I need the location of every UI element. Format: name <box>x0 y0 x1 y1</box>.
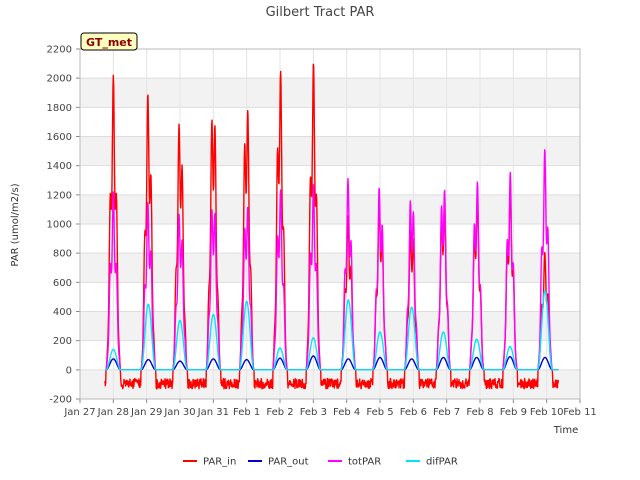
x-tick-labels: Jan 27 Jan 28 Jan 29 Jan 30 Jan 31 Feb 1 Feb 2… <box>63 407 596 418</box>
legend-item-totpar: totPAR <box>328 457 381 468</box>
legend-label: PAR_in <box>203 457 236 468</box>
chart-title: Gilbert Tract PAR <box>266 5 375 20</box>
x-tick-label: Feb 1 <box>233 407 260 418</box>
x-tick-label: Jan 30 <box>163 407 195 418</box>
x-tick-label: Feb 11 <box>563 407 597 418</box>
y-tick-label: 2200 <box>47 45 72 56</box>
x-tick-label: Jan 29 <box>130 407 162 418</box>
x-tick-label: Feb 3 <box>300 407 327 418</box>
x-tick-label: Feb 5 <box>366 407 393 418</box>
legend-label: totPAR <box>348 457 381 468</box>
y-tick-labels: -200 0 200 400 600 800 1000 1200 1400 1600 1800 200… <box>47 45 72 406</box>
x-tick-label: Feb 7 <box>433 407 460 418</box>
y-tick-label: 600 <box>53 278 72 289</box>
series-line-difpar <box>104 290 559 371</box>
x-tick-label: Feb 4 <box>333 407 360 418</box>
y-axis-title: PAR (umol/m2/s) <box>10 183 21 266</box>
y-tick-label: 2000 <box>47 74 72 85</box>
x-axis-title: Time <box>553 425 578 436</box>
x-tick-label: Feb 8 <box>466 407 493 418</box>
x-tick-label: Feb 9 <box>500 407 527 418</box>
plot-band <box>80 136 580 166</box>
y-tick-label: 1800 <box>47 103 72 114</box>
plot-band <box>80 311 580 341</box>
legend-item-difpar: difPAR <box>406 457 458 468</box>
legend-item-par-in: PAR_in <box>183 457 236 468</box>
legend-label: PAR_out <box>268 457 309 468</box>
legend-item-par-out: PAR_out <box>248 457 309 468</box>
x-tick-label: Jan 31 <box>197 407 229 418</box>
y-tick-label: 400 <box>53 307 72 318</box>
y-tick-label: -200 <box>49 395 72 406</box>
y-tick-label: 200 <box>53 336 72 347</box>
y-tick-label: 800 <box>53 249 72 260</box>
plot-band <box>80 253 580 283</box>
y-tick-label: 1000 <box>47 220 72 231</box>
x-tick-label: Jan 28 <box>97 407 129 418</box>
gt-met-badge: GT_met <box>80 32 138 51</box>
y-tick-label: 1600 <box>47 132 72 143</box>
legend-label: difPAR <box>426 457 458 468</box>
plot-band <box>80 194 580 224</box>
axes <box>76 48 581 403</box>
plot-band <box>80 78 580 108</box>
badge-box <box>80 32 138 51</box>
y-tick-label: 1200 <box>47 190 72 201</box>
x-tick-label: Jan 27 <box>63 407 95 418</box>
x-tick-label: Feb 2 <box>266 407 293 418</box>
x-tick-label: Feb 10 <box>530 407 564 418</box>
plot-frame <box>79 48 581 400</box>
badge-label: GT_met <box>86 36 132 49</box>
series-layer <box>104 63 559 390</box>
y-tick-label: 0 <box>66 365 72 376</box>
y-tick-label: 1400 <box>47 161 72 172</box>
x-tick-label: Feb 6 <box>400 407 427 418</box>
legend: PAR_in PAR_out totPAR difPAR <box>183 457 458 468</box>
